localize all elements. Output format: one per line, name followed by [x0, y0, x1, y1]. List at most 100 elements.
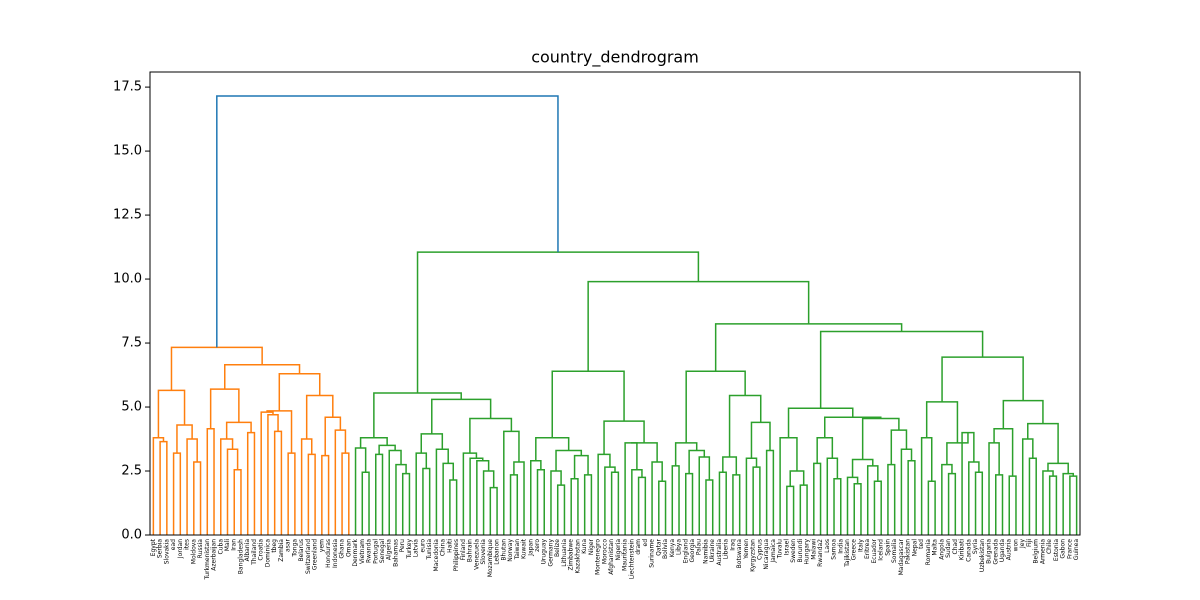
- leaf-label: Spain: [884, 539, 891, 556]
- leaf-label: Nicaragua: [763, 539, 770, 570]
- leaf-label: Uzbekistan: [979, 539, 986, 572]
- leaf-label: Romania: [925, 539, 932, 566]
- leaf-label: Israel: [783, 539, 790, 556]
- leaf-label: Guinea: [1073, 539, 1080, 561]
- leaf-label: asar: [285, 538, 292, 551]
- leaf-label: Niger: [588, 538, 595, 555]
- link: [779, 436, 798, 535]
- leaf-label: Kazakhstan: [574, 539, 581, 574]
- link: [671, 465, 680, 535]
- link: [176, 424, 193, 454]
- y-tick-label: 7.5: [121, 336, 142, 351]
- link: [722, 456, 738, 475]
- leaf-label: Samoa: [831, 539, 838, 560]
- link: [851, 458, 874, 478]
- leaf-label: Bolivia: [662, 539, 669, 559]
- y-tick-label: 10.0: [113, 272, 142, 287]
- leaf-label: Tonga: [291, 539, 298, 558]
- leaf-label: Portugal: [372, 539, 379, 564]
- leaf-label: Cyprus: [756, 539, 763, 560]
- leaf-label: Grenada: [992, 539, 999, 565]
- leaf-label: Angola: [938, 539, 945, 560]
- leaf-label: Chile: [1046, 539, 1053, 554]
- leaf-label: Senegal: [379, 539, 386, 563]
- leaf-label: Tuvalu: [777, 539, 784, 559]
- leaf-label: Macedonia: [433, 539, 440, 572]
- link: [786, 485, 795, 535]
- plot-frame: [149, 71, 1081, 536]
- leaf-label: Kiribati: [959, 539, 966, 561]
- leaf-label: Madagascar: [898, 538, 905, 575]
- link: [583, 474, 593, 535]
- leaf-label: Armenia: [1039, 539, 1046, 564]
- leaf-label: dram: [635, 539, 642, 555]
- leaf-label: Syria: [972, 539, 979, 554]
- leaf-label: France: [1066, 539, 1073, 559]
- leaf-label: Kenya: [669, 539, 676, 558]
- leaf-label: Bulgaria: [986, 539, 993, 564]
- leaf-label: Libya: [676, 539, 683, 555]
- leaf-label: Somalia: [891, 539, 898, 563]
- leaf-label: Switzerland: [305, 539, 312, 574]
- leaf-label: Montenegro: [595, 539, 602, 575]
- link: [555, 449, 583, 472]
- leaf-label: Slovenia: [480, 539, 487, 565]
- leaf-label: Uganda: [999, 539, 1006, 562]
- leaf-label: Vietnam: [359, 539, 366, 564]
- link: [530, 460, 542, 535]
- link: [925, 401, 959, 443]
- leaf-label: Japan: [527, 539, 534, 557]
- y-tick-label: 17.5: [113, 80, 142, 95]
- leaf-label: Belize: [554, 539, 561, 557]
- leaf-label: Lebanon: [494, 539, 501, 565]
- link: [993, 428, 1014, 477]
- leaf-label: Hungary: [804, 539, 811, 565]
- leaf-label: Kyrgyzstan: [750, 539, 757, 572]
- link: [833, 477, 842, 535]
- link: [1021, 438, 1034, 535]
- leaf-label: Bahamas: [392, 539, 399, 567]
- leaf-label: Russia: [197, 539, 204, 559]
- leaf-label: Liberia: [723, 539, 730, 560]
- leaf-label: Australia: [716, 539, 723, 566]
- link: [947, 472, 957, 535]
- leaf-label: Austria: [1006, 539, 1013, 561]
- leaf-label: won: [1012, 539, 1019, 552]
- link: [535, 436, 570, 461]
- leaf-label: Laos: [824, 539, 831, 553]
- leaf-label: Ukraine: [709, 539, 716, 562]
- leaf-label: Afghanistan: [608, 539, 615, 575]
- leaf-label: Eritrea: [864, 539, 871, 559]
- leaf-label: Philippines: [453, 539, 460, 571]
- leaf-label: Germany: [547, 539, 554, 567]
- link: [603, 420, 645, 455]
- leaf-label: Nigeria: [615, 539, 622, 561]
- leaf-label: Yemen: [743, 539, 750, 560]
- leaf-label: India: [837, 539, 844, 554]
- leaf-label: Bahrain: [467, 539, 474, 562]
- leaf-label: ted: [918, 539, 925, 549]
- link: [907, 460, 916, 535]
- leaf-label: Moldova: [190, 539, 197, 565]
- leaf-label: Chad: [952, 539, 959, 555]
- y-tick-label: 15.0: [113, 144, 142, 159]
- link: [401, 472, 411, 535]
- leaf-label: Sudan: [945, 539, 952, 558]
- link: [300, 438, 313, 535]
- leaf-label: Dominica: [264, 539, 271, 568]
- leaf-label: Qatar: [655, 538, 662, 555]
- link: [420, 433, 444, 454]
- leaf-label: Peru: [399, 539, 406, 553]
- leaf-label: Georgia: [689, 539, 696, 563]
- link: [489, 486, 498, 535]
- link: [373, 392, 462, 438]
- link: [334, 429, 347, 535]
- link: [551, 370, 625, 438]
- link: [573, 454, 589, 479]
- leaf-label: Kuna: [581, 539, 588, 554]
- link: [321, 454, 330, 535]
- link: [359, 436, 388, 448]
- leaf-label: Kuwait: [521, 538, 528, 559]
